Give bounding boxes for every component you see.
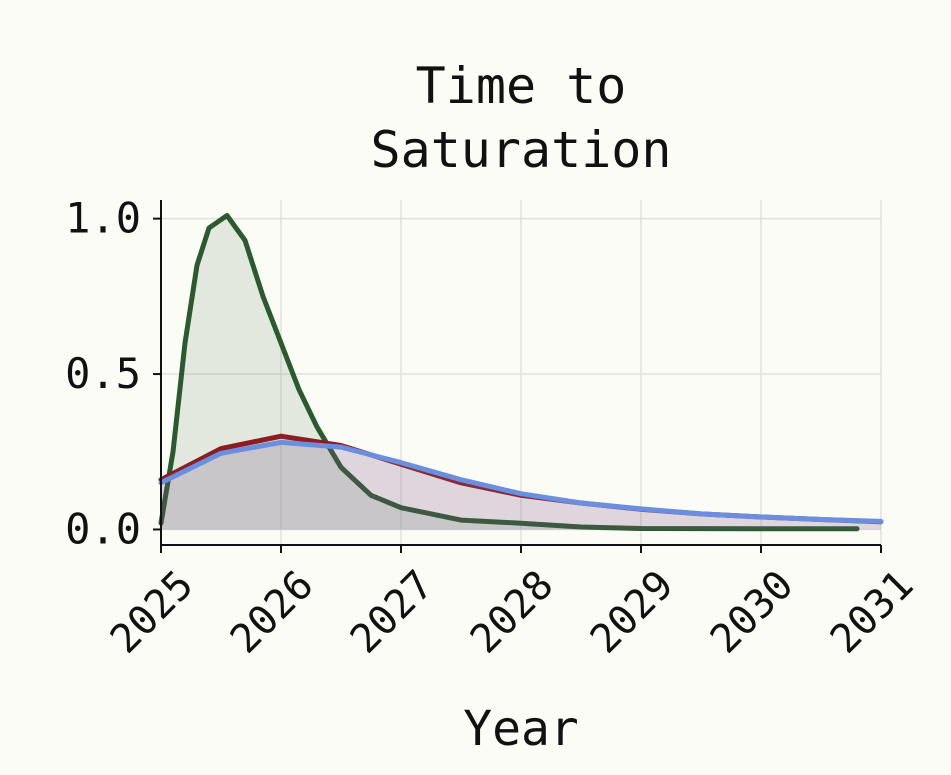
area	[161, 442, 881, 530]
chart-title: Saturation	[370, 121, 671, 179]
area	[161, 436, 881, 530]
line	[158, 213, 860, 532]
x-tick-label: 2029	[582, 562, 683, 663]
line	[158, 439, 884, 524]
x-tick-label: 2030	[702, 562, 803, 663]
y-tick-label: 0.0	[65, 504, 141, 553]
x-tick-label: 2031	[822, 562, 923, 663]
area	[161, 215, 857, 530]
y-tick-label: 0.5	[65, 349, 141, 398]
y-tick-label: 1.0	[65, 194, 141, 243]
x-tick-label: 2028	[462, 562, 563, 663]
x-tick-label: 2027	[342, 562, 443, 663]
x-axis-label: Year	[463, 701, 579, 757]
x-tick-label: 2025	[102, 562, 203, 663]
chart-title: Time to	[416, 57, 627, 115]
x-tick-label: 2026	[222, 562, 323, 663]
